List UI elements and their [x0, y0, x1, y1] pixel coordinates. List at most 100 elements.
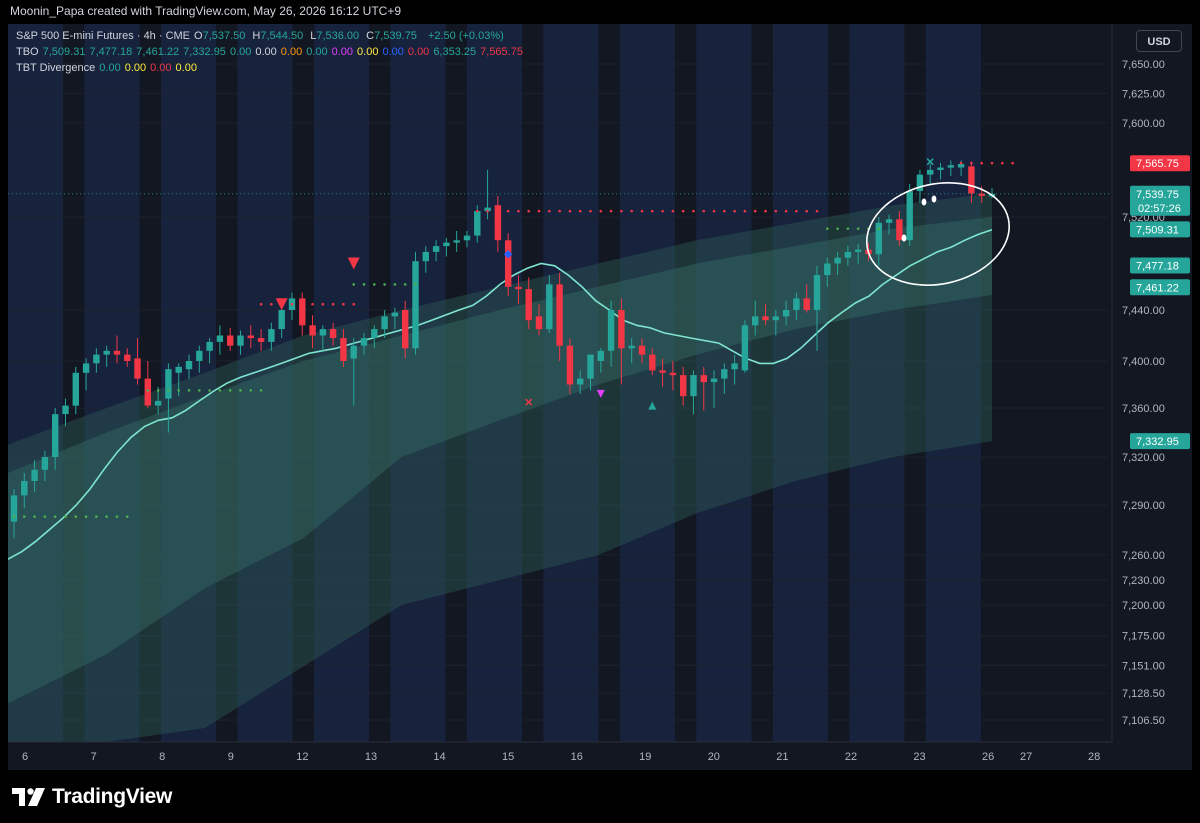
- currency-button[interactable]: USD: [1136, 30, 1182, 52]
- candle-body: [41, 457, 49, 470]
- ohlc-c-key: C: [366, 30, 375, 42]
- candle-body: [844, 251, 852, 258]
- footer: TradingView: [0, 770, 1200, 823]
- ohlc-h-value: 7,544.50: [260, 30, 304, 42]
- hand-annotation: [866, 182, 1010, 286]
- resistance-dot: [537, 209, 541, 213]
- candle-body: [484, 207, 491, 212]
- ohlc-c-value: 7,539.75: [374, 30, 417, 42]
- candle-body: [546, 284, 553, 330]
- support-dot: [146, 389, 150, 392]
- resistance-dot: [723, 209, 726, 213]
- candle-body: [319, 329, 327, 336]
- candle-body: [813, 275, 821, 310]
- time-axis: 6 7 8 9 12 13 14 15 16 19 20 21 22 23 26 27 28: [22, 751, 1100, 763]
- candle-body: [309, 325, 316, 336]
- support-dot: [53, 515, 57, 518]
- candle-body: [103, 350, 110, 355]
- candle-body: [443, 242, 450, 247]
- candle-body: [710, 378, 718, 383]
- price-chart[interactable]: 7,106.50 7,128.50 7,151.00 7,175.00 7,200.00…: [8, 24, 1192, 770]
- resistance-dot: [805, 209, 808, 213]
- divergence-indicator-name[interactable]: TBT Divergence: [16, 62, 96, 74]
- resistance-dot: [300, 302, 304, 306]
- candle-body: [731, 363, 738, 370]
- price-tag-label: 7,332.95: [1136, 436, 1179, 448]
- candle-body: [247, 335, 254, 339]
- candle-body: [803, 298, 810, 310]
- price-axis-label: 7,200.00: [1122, 600, 1165, 612]
- resistance-dot: [496, 209, 500, 213]
- candle-body: [494, 205, 502, 241]
- support-dot: [177, 389, 181, 392]
- resistance-dot: [609, 209, 613, 213]
- price-axis-label: 7,128.50: [1122, 688, 1165, 700]
- support-dot: [125, 515, 129, 518]
- support-dot: [115, 515, 119, 518]
- price-axis-label: 7,600.00: [1122, 118, 1165, 130]
- candle-body: [834, 257, 841, 264]
- candle-body: [505, 240, 512, 287]
- support-dot: [198, 389, 201, 392]
- price-axis-label: 7,290.00: [1122, 500, 1165, 512]
- candle-body: [937, 167, 944, 170]
- support-dot: [836, 227, 839, 230]
- support-dot: [12, 515, 16, 518]
- resistance-dot: [959, 161, 963, 165]
- candle-body: [525, 289, 532, 321]
- candle-body: [618, 310, 625, 349]
- support-dot: [187, 389, 191, 392]
- time-axis-label: 23: [913, 751, 925, 763]
- time-axis-label: 12: [296, 751, 308, 763]
- candle-body: [113, 350, 121, 355]
- support-dot: [352, 283, 356, 286]
- candle-body: [906, 191, 913, 241]
- chart-panel[interactable]: 7,106.50 7,128.50 7,151.00 7,175.00 7,200.00…: [8, 24, 1192, 770]
- time-axis-label: 7: [91, 751, 97, 763]
- tbo-value: 7,461.22: [136, 46, 180, 58]
- tbo-value: 7,509.31: [42, 46, 86, 58]
- support-dot: [43, 515, 47, 518]
- tbo-indicator-name[interactable]: TBO: [16, 46, 39, 58]
- tradingview-logo[interactable]: TradingView: [12, 785, 172, 809]
- price-axis-label: 7,151.00: [1122, 660, 1165, 672]
- time-axis-label: 22: [845, 751, 857, 763]
- candle-body: [824, 263, 831, 276]
- ohlc-values: O7,537.50 H7,544.50 L7,536.00 C7,539.75: [194, 30, 424, 42]
- symbol-name[interactable]: S&P 500 E-mini Futures · 4h · CME: [16, 30, 191, 42]
- candle-body: [31, 469, 38, 481]
- support-dot: [856, 227, 860, 230]
- support-dot: [167, 389, 170, 392]
- candle-body: [690, 375, 697, 397]
- session-shade: [8, 24, 64, 742]
- candle-body: [649, 354, 656, 371]
- candle-body: [185, 361, 193, 370]
- candle-body: [402, 310, 409, 349]
- divergence-marker: [596, 389, 605, 398]
- resistance-dot: [1000, 161, 1004, 165]
- candle-body: [700, 375, 707, 383]
- price-axis: 7,106.50 7,128.50 7,151.00 7,175.00 7,200.00…: [1122, 59, 1165, 727]
- resistance-dot: [681, 209, 685, 213]
- price-change: +2.50 (+0.03%): [427, 30, 504, 42]
- support-dot: [22, 515, 26, 518]
- time-axis-label: 9: [228, 751, 234, 763]
- support-dot: [84, 515, 88, 518]
- support-dot: [403, 283, 407, 286]
- support-dot: [95, 515, 98, 518]
- resistance-dot: [342, 302, 345, 306]
- time-axis-label: 16: [571, 751, 583, 763]
- candle-body: [772, 316, 779, 321]
- candle-body: [381, 316, 388, 330]
- tbo-legend: TBO 7,509.31 7,477.18 7,461.22 7,332.95 0.00 0…: [16, 46, 531, 58]
- candle-body: [196, 350, 203, 361]
- price-axis-label: 7,230.00: [1122, 575, 1165, 587]
- ohlc-l: L7,536.00: [310, 30, 363, 42]
- annotation-dot: [901, 234, 907, 242]
- resistance-dot: [980, 161, 984, 165]
- candle-body: [680, 375, 687, 397]
- time-axis-label: 26: [982, 751, 994, 763]
- resistance-dot: [321, 302, 325, 306]
- session-shade: [313, 24, 370, 742]
- price-axis-label: 7,106.50: [1122, 715, 1165, 727]
